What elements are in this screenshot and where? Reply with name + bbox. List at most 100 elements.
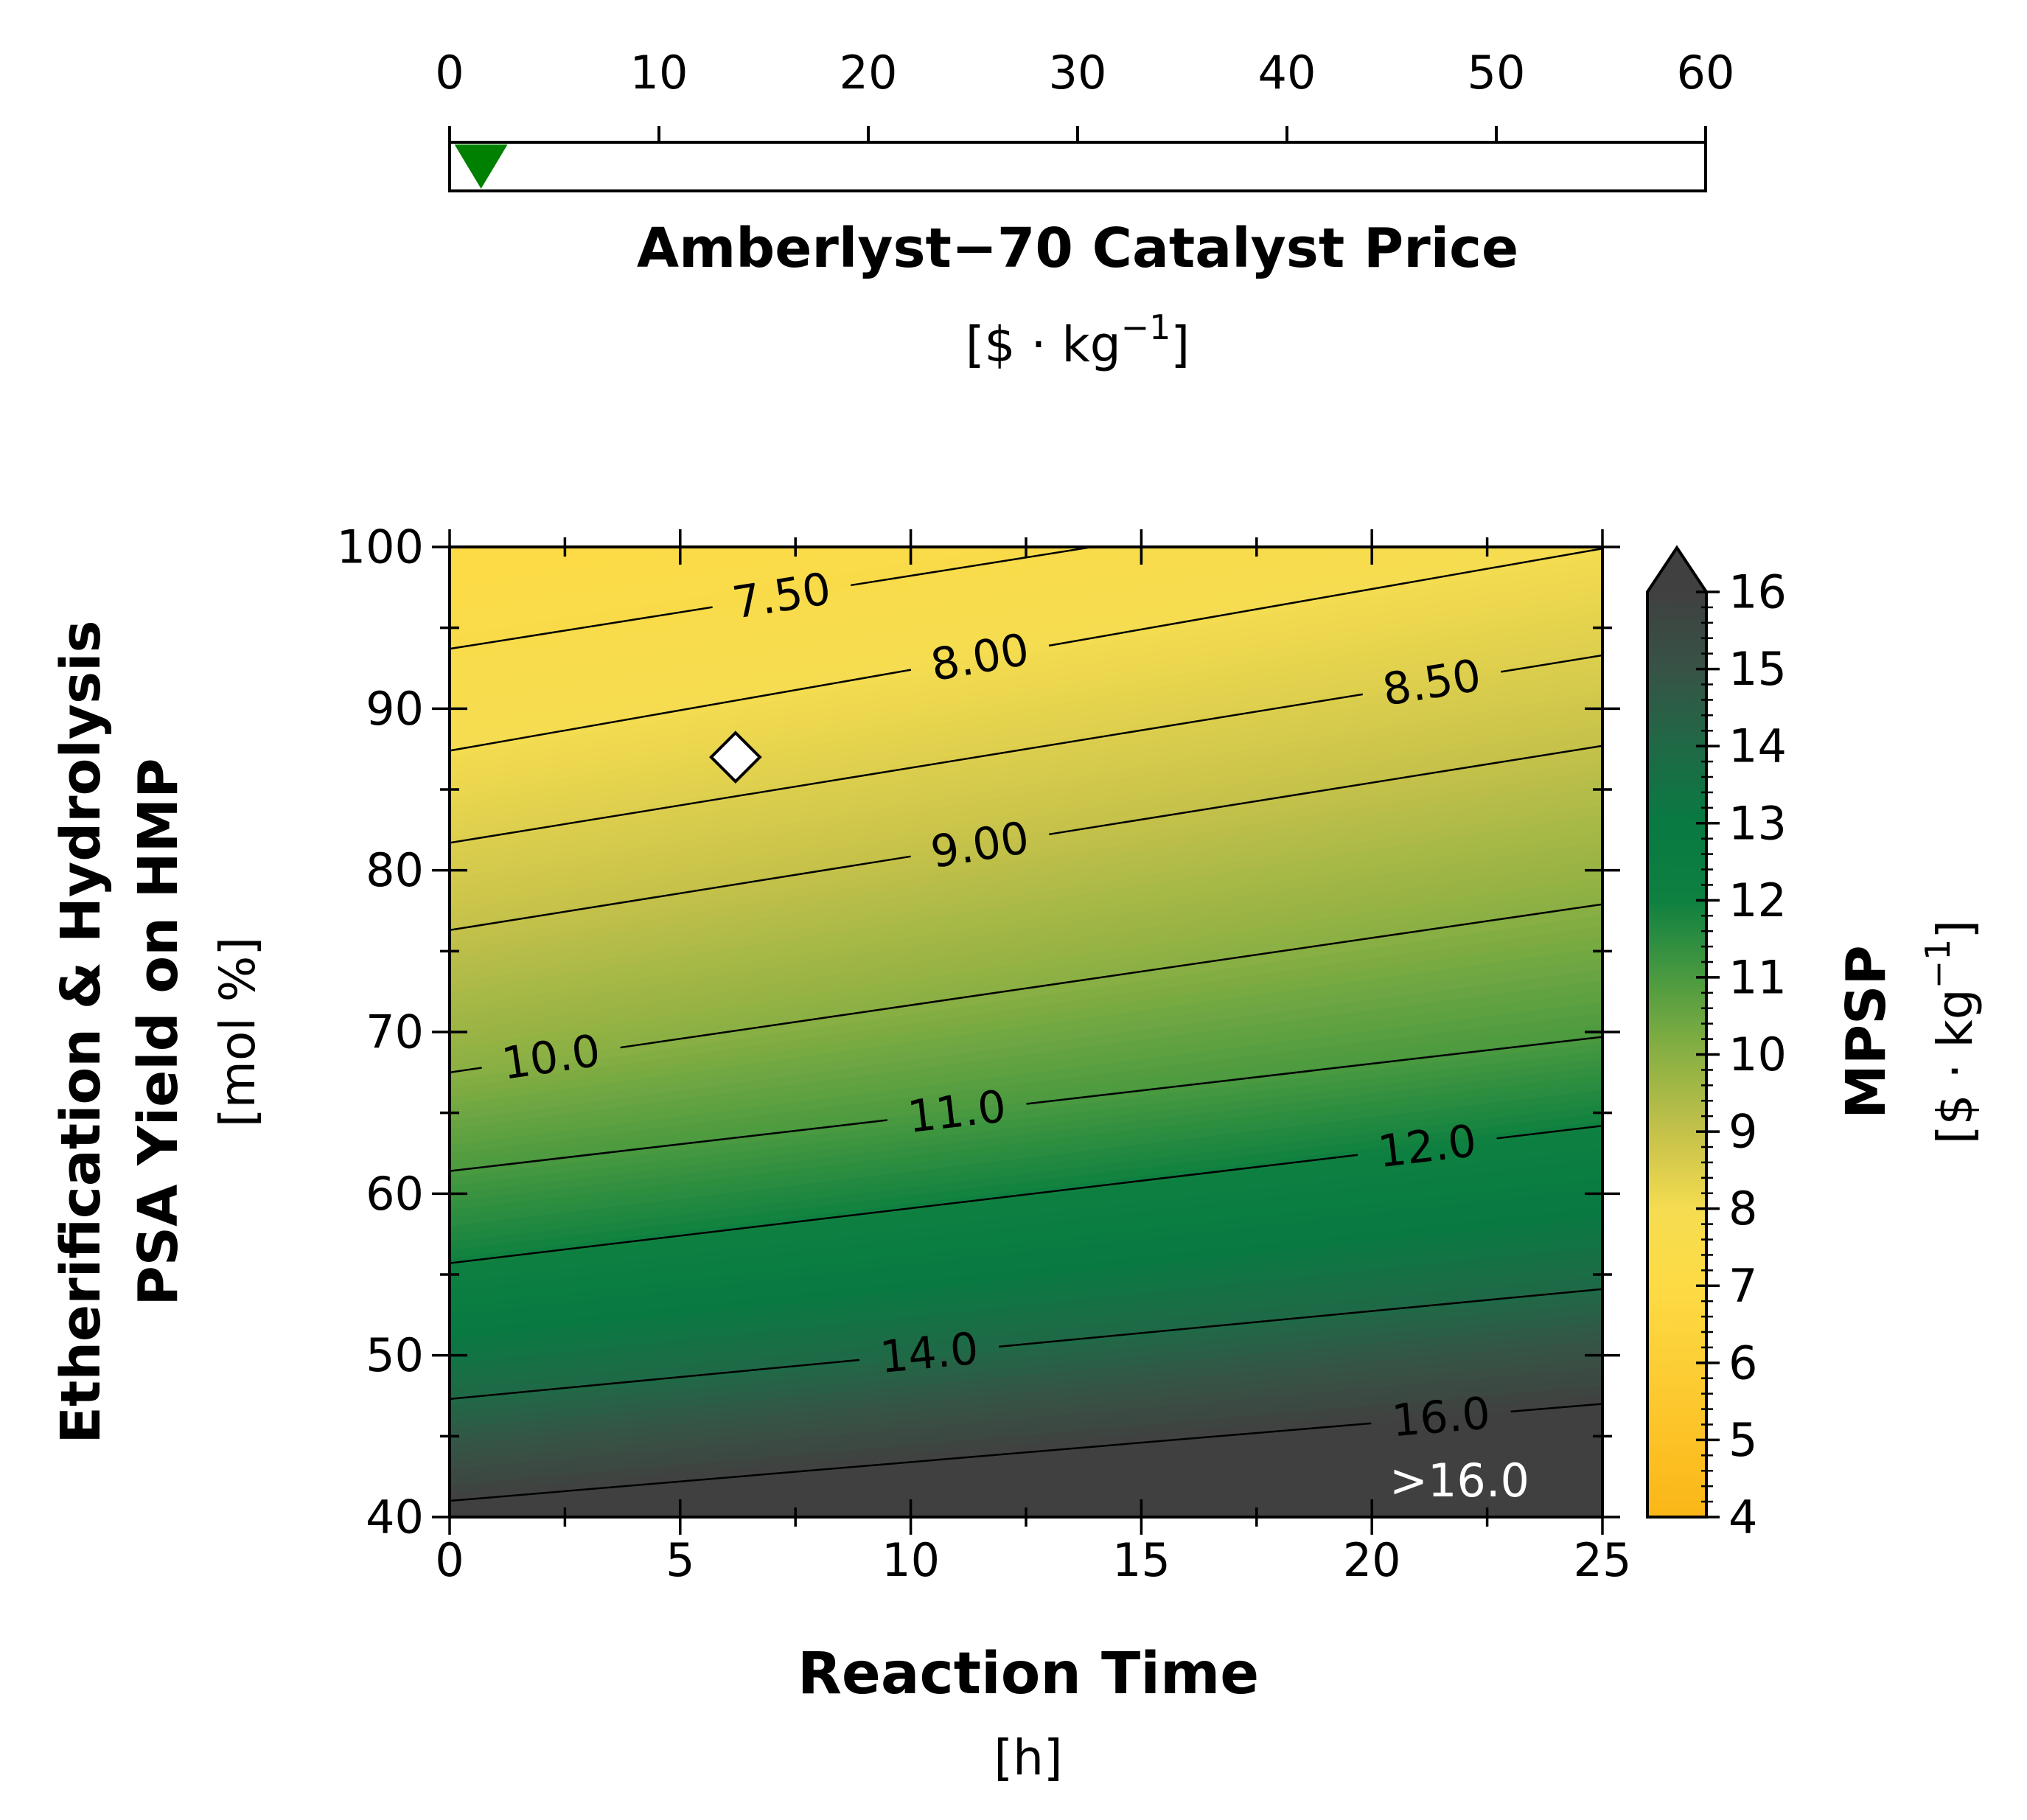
colorbar-tick-label: 6 — [1728, 1336, 1757, 1390]
x-tick-label: 15 — [1112, 1533, 1171, 1587]
contour-band — [450, 547, 481, 552]
contour-band — [450, 1525, 1602, 1635]
contour-lines — [450, 547, 1602, 1502]
colorbar-tick-label: 12 — [1728, 874, 1787, 927]
colorbar-tick-label: 14 — [1728, 719, 1787, 773]
contour-band — [450, 1517, 1602, 1627]
colorbar-tick-label: 9 — [1728, 1105, 1757, 1159]
x-tick-label: 20 — [1343, 1533, 1401, 1587]
contour-label: 16.0 — [1390, 1387, 1493, 1447]
contour-band — [1506, 1509, 1602, 1517]
contour-line — [1496, 1124, 1602, 1140]
contour-line — [450, 1067, 482, 1074]
colorbar-unit: [$ · kg−1] — [1918, 920, 1984, 1144]
contour-line — [450, 1119, 887, 1172]
x-axis-unit: [h] — [994, 1729, 1062, 1786]
colorbar-tick-label: 11 — [1728, 950, 1787, 1004]
price-tick-label: 10 — [630, 46, 688, 100]
colorbar-extend-arrow — [1647, 548, 1706, 592]
contour-line — [450, 855, 911, 932]
price-tick-label: 40 — [1258, 46, 1316, 100]
contour-line — [1048, 547, 1602, 647]
contour-line — [450, 669, 912, 752]
contour-line — [1501, 654, 1602, 673]
price-tick-label: 60 — [1677, 46, 1735, 100]
colorbar-tick-label: 5 — [1728, 1413, 1757, 1467]
x-tick-label: 10 — [882, 1533, 940, 1587]
baseline-diamond-marker — [709, 731, 762, 784]
price-tick-label: 50 — [1468, 46, 1526, 100]
contour-line — [1510, 1403, 1602, 1413]
x-axis-ticks: 0 5 10 15 20 25 — [435, 529, 1631, 1587]
contour-line — [1026, 1036, 1602, 1105]
colorbar-tick-label: 7 — [1728, 1259, 1757, 1313]
y-tick-label: 100 — [337, 520, 424, 574]
colorbar-ticks: 4 5 6 7 8 9 10 11 12 13 14 15 16 — [1696, 565, 1787, 1544]
y-tick-label: 90 — [366, 682, 424, 736]
contour-band — [450, 1541, 1602, 1651]
y-tick-label: 60 — [366, 1167, 424, 1221]
mpsp-colorbar: 4 5 6 7 8 9 10 11 12 13 14 15 16 MPSP [$ · kg−1] — [1646, 545, 1984, 1544]
price-tick-label: 0 — [435, 46, 464, 100]
contour-band — [1026, 1468, 1602, 1517]
contour-line — [450, 1422, 1372, 1502]
contour-band — [450, 1412, 1602, 1517]
colorbar-tick-label: 15 — [1728, 642, 1787, 696]
price-axis-unit: [$ · kg−1] — [966, 307, 1190, 373]
x-tick-label: 25 — [1574, 1533, 1632, 1587]
colorbar-tick-label: 4 — [1728, 1490, 1757, 1544]
y-axis-label-line1: Etherification & Hydrolysis — [49, 620, 113, 1443]
contour-band — [641, 1436, 1602, 1517]
contour-fill-bands — [450, 276, 1602, 1651]
contour-line — [620, 903, 1602, 1049]
contour-line — [1049, 745, 1602, 836]
y-axis-unit: [mol %] — [209, 937, 266, 1127]
price-axis-label: Amberlyst−70 Catalyst Price — [637, 217, 1518, 280]
contour-band — [450, 547, 531, 560]
contour-band — [1410, 1501, 1602, 1517]
contour-line — [851, 547, 1098, 587]
price-tick-label: 30 — [1049, 46, 1107, 100]
contour-label: 12.0 — [1375, 1115, 1479, 1178]
y-axis-label-line2: PSA Yield on HMP — [127, 759, 190, 1306]
colorbar-tick-label: 16 — [1728, 565, 1787, 619]
contour-band — [450, 1420, 1602, 1517]
catalyst-price-indicator: 0 10 20 30 40 50 60 Amberlyst−70 Catalyst Pric… — [435, 46, 1734, 373]
contour-band — [834, 1452, 1602, 1517]
contour-label: 14.0 — [878, 1323, 981, 1384]
colorbar-tick-label: 10 — [1728, 1028, 1787, 1081]
contour-band — [545, 1428, 1602, 1517]
contour-band — [929, 1460, 1602, 1517]
colorbar-label: MPSP — [1835, 945, 1898, 1118]
contour-band — [1218, 1485, 1602, 1517]
contour-band — [450, 348, 1602, 543]
y-axis-ticks: 40 50 60 70 80 90 100 — [337, 520, 1620, 1544]
x-axis-label: Reaction Time — [798, 1641, 1259, 1707]
contour-band — [450, 283, 1602, 478]
y-tick-label: 40 — [366, 1490, 424, 1544]
over-range-annotation: >16.0 — [1389, 1454, 1529, 1507]
price-bar — [448, 141, 1707, 192]
y-tick-label: 80 — [366, 843, 424, 897]
price-axis-ticks: 0 10 20 30 40 50 60 — [435, 46, 1734, 142]
colorbar-tick-label: 8 — [1728, 1182, 1757, 1235]
x-tick-label: 0 — [435, 1533, 464, 1587]
x-tick-label: 5 — [666, 1533, 694, 1587]
colorbar-tick-label: 13 — [1728, 796, 1787, 850]
contour-line — [450, 1154, 1358, 1264]
contour-line — [450, 1359, 860, 1401]
contour-band — [450, 276, 1602, 471]
contour-line — [450, 693, 1363, 844]
contour-band — [1122, 1476, 1602, 1517]
contour-label: 11.0 — [905, 1081, 1009, 1143]
price-tick-label: 20 — [840, 46, 898, 100]
y-tick-label: 70 — [366, 1005, 424, 1059]
contour-line — [450, 606, 713, 650]
contour-line — [999, 1288, 1602, 1348]
price-marker-triangle — [454, 144, 508, 189]
contour-band — [450, 1533, 1602, 1643]
y-tick-label: 50 — [366, 1328, 424, 1382]
contour-band — [737, 1444, 1602, 1517]
